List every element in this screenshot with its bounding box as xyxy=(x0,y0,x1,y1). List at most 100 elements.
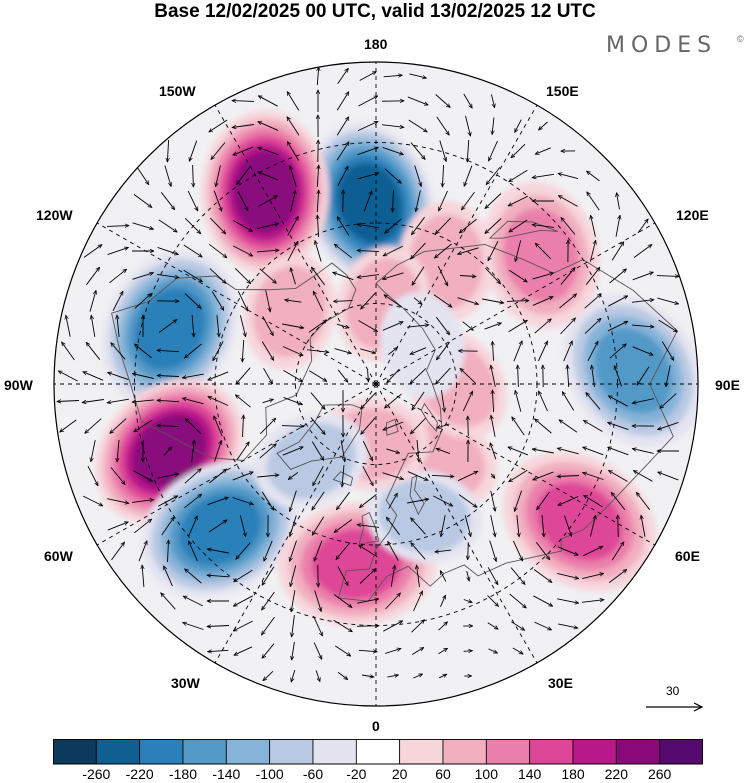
wind-vector xyxy=(232,101,255,102)
wind-vector xyxy=(334,244,352,259)
wind-vector xyxy=(62,342,75,361)
wind-vector xyxy=(167,139,168,162)
wind-vector xyxy=(82,495,103,507)
wind-vector xyxy=(290,490,297,512)
wind-vector xyxy=(262,616,275,635)
wind-vector xyxy=(281,426,304,427)
wind-vector xyxy=(457,297,479,305)
colorbar-segment xyxy=(225,739,271,765)
wind-vector xyxy=(157,246,179,254)
wind-vector xyxy=(107,398,129,403)
wind-vector xyxy=(333,594,352,608)
wind-vector xyxy=(385,593,401,610)
wind-vector xyxy=(489,540,497,562)
wind-vector xyxy=(357,250,380,251)
wind-vector xyxy=(183,595,204,607)
colorbar-tick-label: 60 xyxy=(435,766,451,782)
lon-label-60w: 60W xyxy=(44,548,73,564)
wind-vector xyxy=(58,371,78,382)
wind-vector xyxy=(283,396,303,404)
wind-vector xyxy=(187,190,199,211)
wind-vector xyxy=(382,146,404,154)
wind-vector xyxy=(485,267,500,284)
wind-vector xyxy=(368,370,369,382)
wind-vector xyxy=(258,172,279,181)
meridian-line xyxy=(375,383,656,546)
colorbar-segment xyxy=(139,739,184,765)
wind-vector xyxy=(407,96,428,105)
colorbar-segment xyxy=(529,739,574,765)
wind-vector xyxy=(539,121,548,130)
coastline xyxy=(276,404,363,470)
wind-vector xyxy=(582,573,603,580)
wind-vector xyxy=(164,165,171,187)
wind-vector xyxy=(357,525,379,528)
wind-vector xyxy=(591,215,596,237)
wind-vector xyxy=(282,346,303,356)
wind-vector xyxy=(383,621,402,632)
wind-vector xyxy=(535,147,551,154)
wind-vector xyxy=(567,365,568,388)
wind-vector xyxy=(463,93,472,108)
map-boundary xyxy=(53,61,699,707)
anomaly-shading xyxy=(95,110,698,627)
colorbar-tick-label: 140 xyxy=(517,766,542,782)
wind-vector xyxy=(534,621,551,631)
colorbar-tick-label: -60 xyxy=(302,766,324,782)
wind-vector xyxy=(611,242,624,261)
wind-vector xyxy=(438,190,448,211)
wind-vector xyxy=(138,541,147,562)
wind-vector xyxy=(584,495,603,508)
colorbar-tick-label: -100 xyxy=(255,766,284,782)
wind-vector xyxy=(533,569,552,583)
wind-vector xyxy=(411,242,426,259)
lon-label-150w: 150W xyxy=(159,83,196,99)
wind-vector xyxy=(192,314,194,337)
wind-vector xyxy=(333,301,353,302)
wind-vector xyxy=(213,341,224,360)
wind-vector xyxy=(333,272,354,281)
wind-vector xyxy=(460,368,477,384)
wind-vector xyxy=(637,219,648,234)
wind-vector xyxy=(208,650,229,651)
reference-vector-value: 30 xyxy=(666,684,680,698)
wind-vector xyxy=(213,190,222,212)
wind-vector xyxy=(559,420,578,433)
wind-vector xyxy=(290,190,296,212)
wind-vector xyxy=(436,448,451,455)
colorbar-segment xyxy=(355,739,401,765)
wind-vector xyxy=(493,341,494,361)
wind-vector xyxy=(313,642,323,660)
wind-vector xyxy=(413,673,422,679)
colorbar-tick-label: -260 xyxy=(82,766,111,782)
wind-vector xyxy=(334,348,352,354)
wind-vector xyxy=(259,418,275,435)
wind-vector xyxy=(343,190,344,213)
wind-vector xyxy=(515,119,522,133)
wind-vector xyxy=(310,417,325,435)
wind-vector xyxy=(509,593,527,608)
wind-vector xyxy=(336,117,349,136)
wind-vector xyxy=(384,168,401,184)
wind-vector xyxy=(237,190,248,211)
wind-vector xyxy=(357,274,379,278)
colorbar-segment xyxy=(399,739,444,765)
anomaly-center xyxy=(201,110,330,275)
wind-vector xyxy=(109,269,126,284)
wind-vector xyxy=(292,641,295,660)
wind-vector xyxy=(360,494,377,507)
wind-vector xyxy=(442,164,443,187)
wind-vector xyxy=(407,499,429,504)
wind-vector xyxy=(158,496,177,507)
wind-vector xyxy=(308,320,327,333)
wind-vector xyxy=(436,341,450,360)
wind-vector xyxy=(436,116,449,135)
wind-vector xyxy=(584,318,601,334)
wind-vector xyxy=(387,675,399,677)
wind-vector xyxy=(462,191,475,210)
wind-vector xyxy=(258,147,279,156)
wind-vector xyxy=(636,492,651,510)
wind-vector xyxy=(208,243,227,257)
wind-vector xyxy=(617,193,620,210)
wind-vector xyxy=(89,290,96,312)
